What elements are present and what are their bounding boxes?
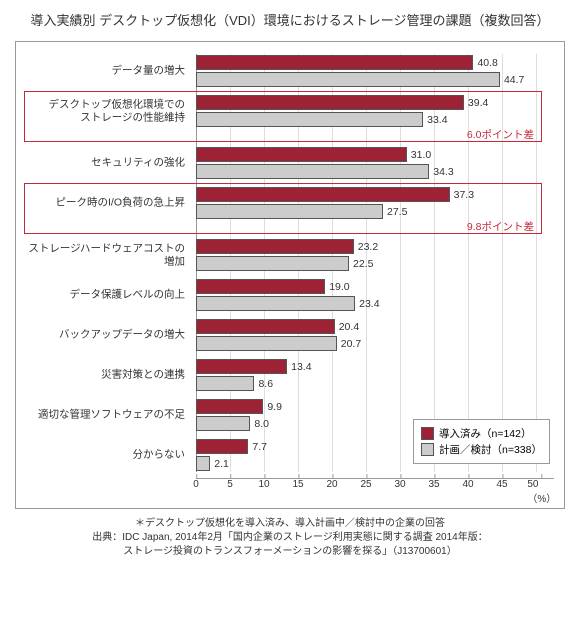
- footnote-line: ストレージ投資のトランスフォーメーションの影響を探る」（J13700601）: [15, 545, 565, 559]
- bar-planning: [196, 416, 250, 431]
- bar-planning: [196, 256, 349, 271]
- bar-planning: [196, 112, 423, 127]
- x-tick: 0: [193, 479, 199, 490]
- category-label: ピーク時のI/O負荷の急上昇: [26, 197, 191, 210]
- category-label: セキュリティの強化: [26, 157, 191, 170]
- value-label: 20.7: [341, 338, 361, 350]
- value-label: 7.7: [252, 441, 267, 453]
- legend-swatch-planning: [421, 443, 434, 456]
- bar-planning: [196, 336, 337, 351]
- x-tick: 45: [496, 479, 507, 490]
- value-label: 27.5: [387, 206, 407, 218]
- legend: 導入済み（n=142） 計画／検討（n=338）: [413, 419, 550, 464]
- footnote: ＊デスクトップ仮想化を導入済み、導入計画中／検討中の企業の回答 出典：IDC J…: [15, 517, 565, 559]
- legend-label-implemented: 導入済み（n=142）: [439, 426, 532, 441]
- category-row: データ保護レベルの向上 19.0 23.4: [26, 278, 554, 312]
- bar-implemented: [196, 439, 248, 454]
- x-tick: 15: [292, 479, 303, 490]
- category-label: データ保護レベルの向上: [26, 289, 191, 302]
- category-label: データ量の増大: [26, 65, 191, 78]
- bar-implemented: [196, 239, 354, 254]
- value-label: 2.1: [214, 458, 229, 470]
- value-label: 19.0: [329, 281, 349, 293]
- bar-implemented: [196, 399, 263, 414]
- x-unit-label: 50（%）: [527, 479, 556, 505]
- chart-title: 導入実績別 デスクトップ仮想化（VDI）環境におけるストレージ管理の課題（複数回…: [15, 10, 565, 29]
- legend-item-planning: 計画／検討（n=338）: [421, 442, 542, 457]
- bar-planning: [196, 296, 355, 311]
- value-label: 9.9: [267, 401, 282, 413]
- bar-implemented: [196, 279, 325, 294]
- category-label: ストレージハードウェアコストの増加: [26, 242, 191, 267]
- bar-planning: [196, 204, 383, 219]
- value-label: 22.5: [353, 258, 373, 270]
- value-label: 40.8: [477, 57, 497, 69]
- footnote-line: 出典：IDC Japan, 2014年2月「国内企業のストレージ利用実態に関する…: [15, 531, 565, 545]
- footnote-line: ＊デスクトップ仮想化を導入済み、導入計画中／検討中の企業の回答: [15, 517, 565, 531]
- category-label: バックアップデータの増大: [26, 329, 191, 342]
- category-row: ストレージハードウェアコストの増加 23.2 22.5: [26, 238, 554, 272]
- value-label: 31.0: [411, 149, 431, 161]
- legend-label-planning: 計画／検討（n=338）: [439, 442, 542, 457]
- legend-swatch-implemented: [421, 427, 434, 440]
- value-label: 20.4: [339, 321, 359, 333]
- value-label: 8.6: [258, 378, 273, 390]
- value-label: 33.4: [427, 114, 447, 126]
- x-axis: 05101520253035404550（%）: [196, 478, 554, 500]
- category-label: デスクトップ仮想化環境でのストレージの性能維持: [26, 98, 191, 123]
- x-tick: 20: [326, 479, 337, 490]
- bar-implemented: [196, 147, 407, 162]
- chart-area: データ量の増大 40.8 44.7 デスクトップ仮想化環境でのストレージの性能維持 39…: [15, 41, 565, 509]
- x-tick: 35: [428, 479, 439, 490]
- value-label: 34.3: [433, 166, 453, 178]
- plot-area: データ量の増大 40.8 44.7 デスクトップ仮想化環境でのストレージの性能維持 39…: [26, 54, 554, 472]
- x-tick: 25: [360, 479, 371, 490]
- diff-label: 9.8ポイント差: [467, 219, 534, 234]
- chart-container: 導入実績別 デスクトップ仮想化（VDI）環境におけるストレージ管理の課題（複数回…: [0, 0, 580, 569]
- bar-implemented: [196, 95, 464, 110]
- x-tick: 40: [462, 479, 473, 490]
- bar-planning: [196, 164, 429, 179]
- category-label: 災害対策との連携: [26, 369, 191, 382]
- category-row: セキュリティの強化 31.034.3: [26, 146, 554, 180]
- x-tick: 30: [394, 479, 405, 490]
- diff-label: 6.0ポイント差: [467, 127, 534, 142]
- category-row: バックアップデータの増大 20.4 20.7: [26, 318, 554, 352]
- bar-implemented: [196, 359, 287, 374]
- value-label: 8.0: [254, 418, 269, 430]
- value-label: 23.2: [358, 241, 378, 253]
- category-label: 適切な管理ソフトウェアの不足: [26, 409, 191, 422]
- legend-item-implemented: 導入済み（n=142）: [421, 426, 542, 441]
- category-label: 分からない: [26, 449, 191, 462]
- bar-planning: [196, 456, 210, 471]
- bar-implemented: [196, 187, 450, 202]
- value-label: 13.4: [291, 361, 311, 373]
- value-label: 37.3: [454, 189, 474, 201]
- x-tick: 10: [258, 479, 269, 490]
- category-row: デスクトップ仮想化環境でのストレージの性能維持39.433.46.0ポイント差: [26, 94, 554, 128]
- x-tick: 5: [227, 479, 233, 490]
- category-row: 災害対策との連携 13.4 8.6: [26, 358, 554, 392]
- bar-planning: [196, 376, 254, 391]
- bar-implemented: [196, 55, 473, 70]
- value-label: 23.4: [359, 298, 379, 310]
- bar-planning: [196, 72, 500, 87]
- category-row: ピーク時のI/O負荷の急上昇37.327.59.8ポイント差: [26, 186, 554, 220]
- value-label: 39.4: [468, 97, 488, 109]
- bar-implemented: [196, 319, 335, 334]
- category-row: データ量の増大 40.8 44.7: [26, 54, 554, 88]
- value-label: 44.7: [504, 74, 524, 86]
